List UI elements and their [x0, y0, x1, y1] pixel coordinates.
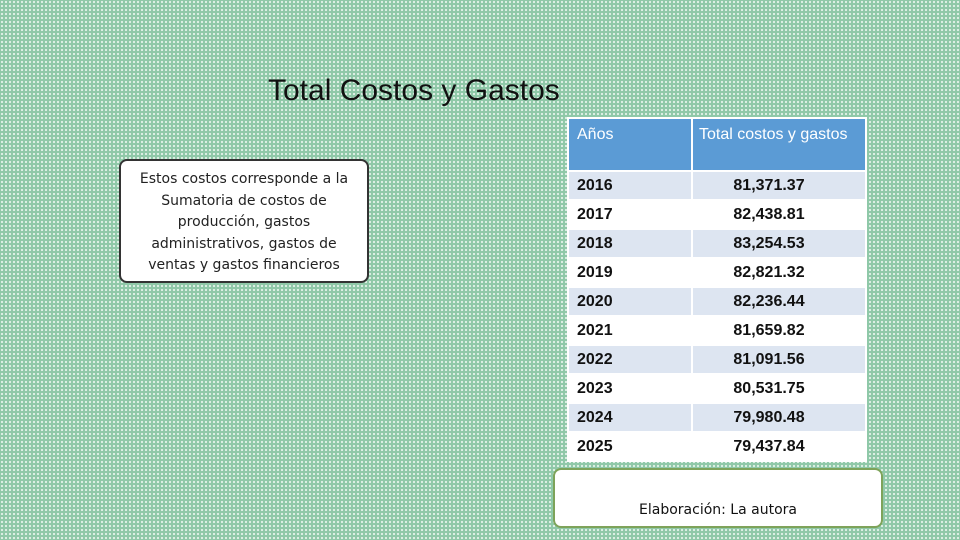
table-row: 2019 82,821.32	[567, 257, 867, 288]
year-cell: 2021	[567, 315, 693, 346]
year-cell: 2022	[567, 344, 693, 375]
source-box: Elaboración: La autora	[553, 468, 883, 528]
table-row: 2024 79,980.48	[567, 402, 867, 433]
total-cell: 82,438.81	[691, 199, 867, 230]
table-row: 2025 79,437.84	[567, 431, 867, 462]
year-cell: 2016	[567, 170, 693, 201]
total-cell: 79,980.48	[691, 402, 867, 433]
total-cell: 82,821.32	[691, 257, 867, 288]
total-cell: 82,236.44	[691, 286, 867, 317]
costs-table: Años Total costos y gastos 2016 81,371.37…	[567, 117, 867, 462]
table-header-row: Años Total costos y gastos	[567, 117, 867, 172]
source-text: Elaboración: La autora	[639, 502, 797, 518]
table-row: 2023 80,531.75	[567, 373, 867, 404]
table-body: 2016 81,371.37 2017 82,438.81 2018 83,254.53 2…	[567, 170, 867, 462]
header-total-costs: Total costos y gastos	[691, 117, 867, 172]
total-cell: 81,371.37	[691, 170, 867, 201]
page-title: Total Costos y Gastos	[268, 74, 560, 107]
description-box: Estos costos corresponde a la Sumatoria …	[119, 159, 369, 283]
table-row: 2022 81,091.56	[567, 344, 867, 375]
total-cell: 81,091.56	[691, 344, 867, 375]
year-cell: 2024	[567, 402, 693, 433]
year-cell: 2023	[567, 373, 693, 404]
table-row: 2020 82,236.44	[567, 286, 867, 317]
year-cell: 2018	[567, 228, 693, 259]
year-cell: 2019	[567, 257, 693, 288]
table-row: 2021 81,659.82	[567, 315, 867, 346]
table-row: 2017 82,438.81	[567, 199, 867, 230]
total-cell: 79,437.84	[691, 431, 867, 462]
total-cell: 83,254.53	[691, 228, 867, 259]
total-cell: 81,659.82	[691, 315, 867, 346]
table-row: 2016 81,371.37	[567, 170, 867, 201]
table-row: 2018 83,254.53	[567, 228, 867, 259]
header-years: Años	[567, 117, 693, 172]
description-text: Estos costos corresponde a la Sumatoria …	[139, 171, 349, 273]
year-cell: 2017	[567, 199, 693, 230]
total-cell: 80,531.75	[691, 373, 867, 404]
year-cell: 2020	[567, 286, 693, 317]
year-cell: 2025	[567, 431, 693, 462]
